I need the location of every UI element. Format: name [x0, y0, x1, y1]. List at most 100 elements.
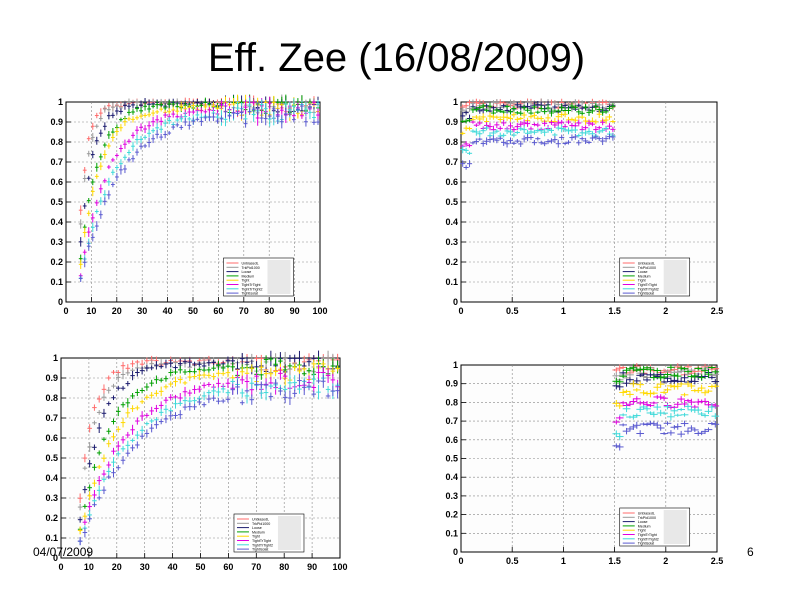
y-tick-label: 0.4 [50, 217, 63, 227]
y-tick-label: 0.3 [445, 491, 458, 501]
x-tick-label: 0 [58, 562, 63, 572]
x-tick-label: 0.5 [506, 306, 519, 316]
x-tick-label: 20 [112, 562, 122, 572]
y-tick-label: 0.1 [45, 533, 58, 543]
legend: UnbiasedLTrkPid1000LooseMediumTightTight… [619, 507, 691, 547]
x-tick-label: 60 [223, 562, 233, 572]
x-tick-label: 0 [63, 306, 68, 316]
chart-2: 0 0.5 1 1.5 2 2.5 0 0.1 0.2 0.3 0.4 0.5 0.6 0.7 0.8 0.9… [445, 97, 724, 316]
series-Medium [612, 364, 720, 385]
y-tick-label: 0.5 [50, 197, 63, 207]
x-tick-label: 50 [188, 306, 198, 316]
y-tick-label: 0.8 [445, 397, 458, 407]
legend-entry-TrkPid1000: TrkPid1000 [252, 522, 270, 526]
y-tick-label: 0 [53, 553, 58, 563]
x-tick-label: 30 [140, 562, 150, 572]
x-tick-label: 100 [312, 306, 327, 316]
y-tick-label: 0.9 [445, 379, 458, 389]
y-tick-label: 0.9 [45, 373, 58, 383]
x-tick-label: 40 [163, 306, 173, 316]
legend-entry-Tight: Tight [241, 279, 249, 283]
legend-entry-TightIsolat: TightIsolat [638, 292, 654, 296]
chart-panel-2: 0 0.5 1 1.5 2 2.5 0 0.1 0.2 0.3 0.4 0.5 0.6 0.7 0.8 0.9… [435, 92, 727, 320]
y-tick-label: 0.5 [445, 454, 458, 464]
x-tick-label: 2.5 [711, 306, 724, 316]
y-tick-label: 0.5 [45, 453, 58, 463]
chart-panel-3: 0 10 20 30 40 50 60 70 80 90 100 0 0.1 0.2 0.3 0.4 0.5 0.… [35, 348, 350, 576]
y-tick-label: 0 [453, 547, 458, 557]
series-TightIsolat [77, 373, 340, 546]
y-tick-label: 0 [453, 297, 458, 307]
series-TightIsolat [612, 420, 720, 451]
chart-3: 0 10 20 30 40 50 60 70 80 90 100 0 0.1 0.2 0.3 0.4 0.5 0.… [45, 350, 348, 572]
y-tick-label: 1 [58, 97, 63, 107]
legend-entry-TightTrTight2: TightTrTight2 [638, 287, 659, 291]
y-tick-label: 0.6 [445, 177, 458, 187]
legend-entry-Loose: Loose [241, 270, 251, 274]
legend-entry-Medium: Medium [638, 274, 651, 278]
y-tick-label: 0.9 [445, 117, 458, 127]
x-tick-label: 0 [458, 306, 463, 316]
legend-entry-TrkPid1000: TrkPid1000 [638, 516, 656, 520]
legend-entry-TrkPid1000: TrkPid1000 [241, 266, 259, 270]
y-tick-label: 0.8 [445, 137, 458, 147]
y-tick-label: 0.2 [45, 513, 58, 523]
legend-entry-TightTrTight: TightTrTight [241, 283, 260, 287]
legend-entry-TightIsolat: TightIsolat [241, 292, 257, 296]
y-tick-label: 0.8 [50, 137, 63, 147]
legend-entry-TightIsolat: TightIsolat [638, 542, 654, 546]
x-tick-label: 2.5 [711, 556, 724, 566]
y-tick-label: 0.7 [50, 157, 63, 167]
x-tick-label: 10 [84, 562, 94, 572]
x-tick-label: 0 [458, 556, 463, 566]
legend-entry-Medium: Medium [252, 530, 265, 534]
y-tick-label: 0.5 [445, 197, 458, 207]
series-TightIsolat [460, 133, 616, 170]
x-tick-label: 80 [279, 562, 289, 572]
legend-entry-Medium: Medium [638, 524, 651, 528]
x-tick-label: 1.5 [608, 306, 621, 316]
x-tick-label: 70 [239, 306, 249, 316]
legend-entry-Loose: Loose [638, 270, 648, 274]
y-tick-label: 0.8 [45, 393, 58, 403]
x-tick-label: 60 [213, 306, 223, 316]
legend: UnbiasedLTrkPid1000LooseMediumTightTight… [223, 257, 294, 297]
page-number: 6 [747, 545, 754, 559]
x-tick-label: 20 [112, 306, 122, 316]
x-tick-label: 1 [561, 306, 566, 316]
y-tick-label: 0.1 [445, 528, 458, 538]
series-TightTrTight2 [612, 403, 720, 441]
x-tick-label: 40 [168, 562, 178, 572]
x-tick-label: 10 [86, 306, 96, 316]
x-tick-label: 90 [307, 562, 317, 572]
y-tick-label: 1 [453, 360, 458, 370]
y-tick-label: 0.3 [45, 493, 58, 503]
legend: UnbiasedLTrkPid1000LooseMediumTightTight… [233, 513, 305, 553]
x-tick-label: 50 [195, 562, 205, 572]
legend-entry-Loose: Loose [252, 526, 262, 530]
legend-entry-Loose: Loose [638, 520, 648, 524]
legend-entry-TightTrTight2: TightTrTight2 [241, 287, 262, 291]
legend-entry-TightTrTight: TightTrTight [252, 539, 271, 543]
legend-entry-TrkPid1000: TrkPid1000 [638, 266, 656, 270]
legend-entry-TightTrTight2: TightTrTight2 [252, 543, 273, 547]
y-tick-label: 0.7 [45, 413, 58, 423]
y-tick-label: 0.9 [50, 117, 63, 127]
x-tick-label: 2 [663, 556, 668, 566]
x-tick-label: 1 [561, 556, 566, 566]
legend-entry-UnbiasedL: UnbiasedL [241, 262, 258, 266]
y-tick-label: 0.4 [445, 472, 458, 482]
series-TightIsolat [78, 102, 320, 283]
y-tick-label: 0.3 [445, 237, 458, 247]
y-tick-label: 0.2 [445, 257, 458, 267]
chart-panel-4: 0 0.5 1 1.5 2 2.5 0 0.1 0.2 0.3 0.4 0.5 0.6 0.7 0.8 0.9… [435, 355, 727, 570]
legend-entry-UnbiasedL: UnbiasedL [638, 262, 655, 266]
series-TightTrTight2 [78, 97, 320, 281]
legend: UnbiasedLTrkPid1000LooseMediumTightTight… [619, 257, 691, 297]
legend-entry-Tight: Tight [638, 529, 646, 533]
slide-title: Eff. Zee (16/08/2009) [207, 36, 586, 80]
x-tick-label: 2 [663, 306, 668, 316]
legend-shade [277, 516, 301, 550]
y-tick-label: 0 [58, 297, 63, 307]
legend-shade [267, 260, 291, 294]
